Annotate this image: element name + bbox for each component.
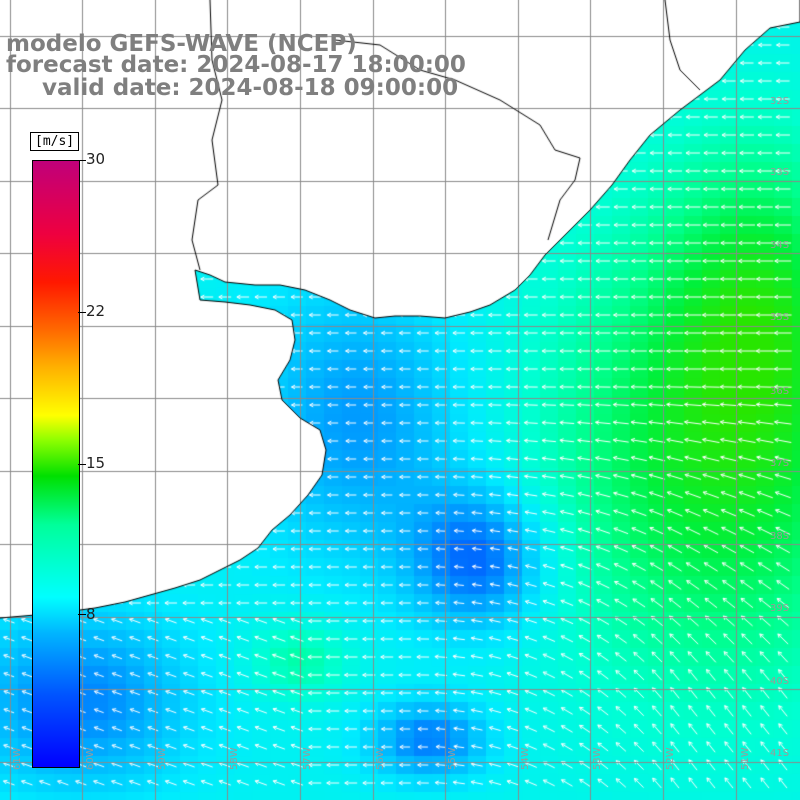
forecast-date: forecast date: 2024-08-17 18:00:00: [6, 52, 466, 78]
lat-label: 33S: [770, 167, 790, 178]
colorbar-tick: [78, 312, 86, 313]
lat-label: 41S: [770, 748, 790, 759]
lat-label: 38S: [770, 531, 790, 542]
colorbar-tick: [78, 614, 86, 615]
lat-label: 35S: [770, 312, 790, 323]
lat-label: 40S: [770, 676, 790, 687]
lon-label: 61W: [12, 747, 23, 770]
lon-label: 58W: [229, 747, 240, 770]
lon-label: 53W: [592, 747, 603, 770]
lon-label: 60W: [85, 747, 96, 770]
colorbar-label-15: 15: [86, 454, 106, 472]
lon-label: 54W: [520, 747, 531, 770]
lat-label: 37S: [770, 458, 790, 469]
lat-label: 34S: [770, 240, 790, 251]
lat-label: 32S: [770, 96, 790, 107]
colorbar-label-30: 30: [86, 150, 106, 168]
colorbar-tick: [78, 160, 86, 161]
lon-label: 56W: [375, 747, 386, 770]
valid-date: valid date: 2024-08-18 09:00:00: [42, 75, 459, 101]
colorbar-label-22: 22: [86, 302, 106, 320]
colorbar-label-8: 8: [86, 605, 96, 623]
lat-label: 36S: [770, 386, 790, 397]
lon-label: 55W: [447, 747, 458, 770]
lat-label: 39S: [770, 603, 790, 614]
colorbar-unit: [m/s]: [30, 132, 80, 151]
colorbar-tick: [78, 464, 86, 465]
lon-label: 52W: [665, 747, 676, 770]
lon-label: 51W: [740, 747, 751, 770]
lon-label: 59W: [157, 747, 168, 770]
lon-label: 57W: [302, 747, 313, 770]
model-title: modelo GEFS-WAVE (NCEP): [6, 31, 357, 57]
colorbar: [32, 160, 80, 768]
